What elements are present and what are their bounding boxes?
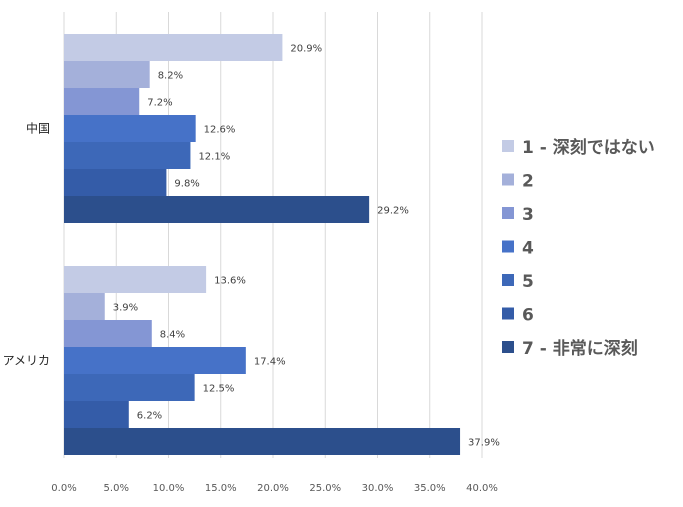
legend-label: 2 [522,172,534,192]
bar [64,266,207,293]
category-label: 中国 [26,121,50,136]
bar [64,293,105,320]
bar [64,428,461,455]
x-tick-labels: 0.0% 5.0% 10.0% 15.0% 20.0% 25.0% 30.0% 35.0% 40… [51,483,498,494]
legend-label: 6 [522,306,534,326]
x-tick-label: 10.0% [153,483,185,494]
x-tick-label: 20.0% [257,483,289,494]
x-tick-label: 30.0% [362,483,394,494]
data-label: 29.2% [377,206,409,217]
bar [64,142,191,169]
data-label: 8.2% [158,71,183,82]
legend-label: 4 [522,239,534,259]
data-label: 37.9% [468,438,500,449]
data-label: 12.5% [203,384,235,395]
data-label: 6.2% [137,411,162,422]
legend: 1 - 深刻ではない 2 3 4 5 6 7 - 非常に深刻 [502,137,655,359]
data-label: 17.4% [254,357,286,368]
bar [64,61,150,88]
bar [64,374,195,401]
bar [64,320,152,347]
x-tick-label: 5.0% [104,483,129,494]
data-label: 7.2% [147,98,172,109]
legend-label: 5 [522,272,534,292]
data-label: 13.6% [214,276,246,287]
x-tick-label: 15.0% [205,483,237,494]
data-labels: 20.9% 8.2% 7.2% 12.6% 12.1% 9.8% 29.2% 13.6% 3.9… [113,44,500,449]
bar [64,347,246,374]
legend-label: 1 - 深刻ではない [522,137,655,158]
x-tick-label: 25.0% [309,483,341,494]
bars [64,34,461,455]
legend-label: 3 [522,205,534,225]
legend-label: 7 - 非常に深刻 [522,338,638,359]
bar [64,196,370,223]
x-tick-label: 35.0% [414,483,446,494]
data-label: 8.4% [160,330,185,341]
legend-swatch [502,274,514,286]
legend-swatch [502,207,514,219]
data-label: 9.8% [174,179,199,190]
bar [64,169,167,196]
x-tick-label: 0.0% [51,483,76,494]
bar [64,88,140,115]
legend-swatch [502,307,514,320]
legend-swatch [502,341,514,353]
bar [64,401,129,428]
data-label: 3.9% [113,303,138,314]
legend-swatch [502,173,514,186]
legend-swatch [502,140,514,152]
bar [64,34,283,61]
data-label: 12.1% [198,152,230,163]
x-tick-label: 40.0% [466,483,498,494]
data-label: 20.9% [290,44,322,55]
data-label: 12.6% [204,125,236,136]
legend-swatch [502,240,514,253]
category-label: アメリカ [3,354,50,368]
bar [64,115,196,142]
